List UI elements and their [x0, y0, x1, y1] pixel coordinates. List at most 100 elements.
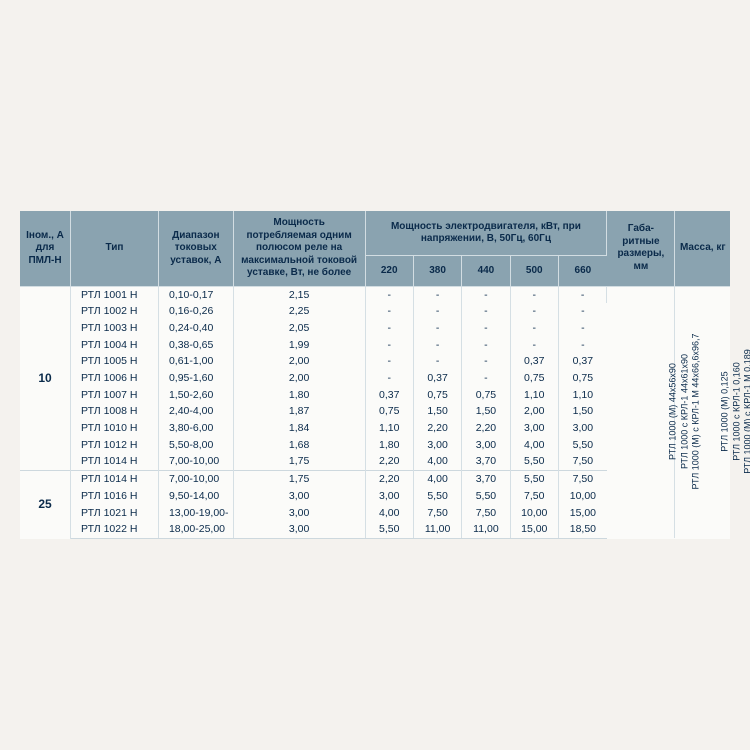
cell-v500: 5,50 [510, 453, 558, 470]
cell-v380: 0,37 [413, 370, 461, 387]
cell-power: 2,25 [233, 303, 365, 320]
cell-power: 3,00 [233, 505, 365, 522]
cell-v660: - [558, 320, 606, 337]
cell-v220: - [365, 286, 413, 303]
cell-v660: 0,37 [558, 353, 606, 370]
cell-type: РТЛ 1012 Н [71, 437, 159, 454]
cell-v440: 2,20 [462, 420, 510, 437]
cell-range: 0,38-0,65 [158, 337, 233, 354]
cell-v380: 11,00 [413, 521, 461, 538]
cell-v660: 1,10 [558, 387, 606, 404]
cell-v660: - [558, 337, 606, 354]
cell-type: РТЛ 1021 Н [71, 505, 159, 522]
cell-v660: 3,00 [558, 420, 606, 437]
cell-v500: - [510, 337, 558, 354]
cell-v380: - [413, 286, 461, 303]
cell-v440: 11,00 [462, 521, 510, 538]
cell-type: РТЛ 1008 Н [71, 403, 159, 420]
col-inom: Iном., А для ПМЛ-Н [20, 211, 71, 286]
cell-v380: 3,00 [413, 437, 461, 454]
cell-power: 1,75 [233, 471, 365, 488]
cell-v380: 1,50 [413, 403, 461, 420]
cell-type: РТЛ 1002 Н [71, 303, 159, 320]
cell-v220: - [365, 303, 413, 320]
cell-power: 2,05 [233, 320, 365, 337]
cell-range: 2,40-4,00 [158, 403, 233, 420]
col-220: 220 [365, 256, 413, 286]
cell-range: 1,50-2,60 [158, 387, 233, 404]
cell-v380: 4,00 [413, 453, 461, 470]
cell-v220: - [365, 370, 413, 387]
col-motor-group: Мощность электродвигателя, кВт, при напр… [365, 211, 607, 256]
cell-v380: 2,20 [413, 420, 461, 437]
col-range: Диапазон токовых уставок, А [158, 211, 233, 286]
dims-cell: РТЛ 1000 (М) 44х56х90РТЛ 1000 с КРЛ-1 44… [607, 286, 675, 538]
spec-sheet: Iном., А для ПМЛ-Н Тип Диапазон токовых … [20, 211, 730, 539]
cell-v440: 1,50 [462, 403, 510, 420]
cell-v440: - [462, 303, 510, 320]
cell-v440: 3,70 [462, 453, 510, 470]
col-dims: Габа- ритные размеры, мм [607, 211, 675, 286]
inom-cell: 25 [20, 471, 71, 539]
cell-v440: - [462, 353, 510, 370]
cell-power: 2,15 [233, 286, 365, 303]
cell-v380: 5,50 [413, 488, 461, 505]
cell-type: РТЛ 1004 Н [71, 337, 159, 354]
cell-v220: - [365, 337, 413, 354]
mass-text: РТЛ 1000 (М) 0,125РТЛ 1000 с КРЛ-1 0,160… [720, 350, 750, 475]
col-660: 660 [558, 256, 606, 286]
cell-v500: - [510, 303, 558, 320]
cell-power: 3,00 [233, 521, 365, 538]
cell-v500: 4,00 [510, 437, 558, 454]
cell-v660: - [558, 303, 606, 320]
inom-cell: 10 [20, 286, 71, 471]
cell-v660: 5,50 [558, 437, 606, 454]
cell-v220: 0,75 [365, 403, 413, 420]
cell-v220: - [365, 353, 413, 370]
cell-type: РТЛ 1003 Н [71, 320, 159, 337]
cell-v440: - [462, 286, 510, 303]
col-power: Мощность потребляемая одним полюсом реле… [233, 211, 365, 286]
cell-v440: 7,50 [462, 505, 510, 522]
spec-table: Iном., А для ПМЛ-Н Тип Диапазон токовых … [20, 211, 730, 539]
cell-type: РТЛ 1007 Н [71, 387, 159, 404]
cell-range: 18,00-25,00 [158, 521, 233, 538]
col-type: Тип [71, 211, 159, 286]
cell-v220: 5,50 [365, 521, 413, 538]
cell-type: РТЛ 1005 Н [71, 353, 159, 370]
col-440: 440 [462, 256, 510, 286]
cell-range: 7,00-10,00 [158, 471, 233, 488]
cell-v660: 1,50 [558, 403, 606, 420]
table-head: Iном., А для ПМЛ-Н Тип Диапазон токовых … [20, 211, 730, 286]
cell-v500: 0,37 [510, 353, 558, 370]
cell-v220: 3,00 [365, 488, 413, 505]
cell-type: РТЛ 1014 Н [71, 471, 159, 488]
cell-type: РТЛ 1016 Н [71, 488, 159, 505]
cell-power: 1,75 [233, 453, 365, 470]
cell-v660: 7,50 [558, 453, 606, 470]
cell-power: 2,00 [233, 353, 365, 370]
col-500: 500 [510, 256, 558, 286]
cell-v500: 15,00 [510, 521, 558, 538]
cell-power: 1,68 [233, 437, 365, 454]
dims-text: РТЛ 1000 (М) 44х56х90РТЛ 1000 с КРЛ-1 44… [668, 334, 703, 490]
cell-range: 5,50-8,00 [158, 437, 233, 454]
table-body: 10РТЛ 1001 Н0,10-0,172,15-----РТЛ 1000 (… [20, 286, 730, 538]
cell-power: 2,00 [233, 370, 365, 387]
cell-v220: 4,00 [365, 505, 413, 522]
cell-v220: 2,20 [365, 453, 413, 470]
cell-v660: 18,50 [558, 521, 606, 538]
cell-v220: 1,80 [365, 437, 413, 454]
cell-v440: 5,50 [462, 488, 510, 505]
cell-power: 1,87 [233, 403, 365, 420]
cell-v220: 2,20 [365, 471, 413, 488]
cell-type: РТЛ 1022 Н [71, 521, 159, 538]
cell-v220: 0,37 [365, 387, 413, 404]
cell-v440: 3,00 [462, 437, 510, 454]
cell-v500: 10,00 [510, 505, 558, 522]
cell-type: РТЛ 1010 Н [71, 420, 159, 437]
cell-range: 0,10-0,17 [158, 286, 233, 303]
cell-v440: 0,75 [462, 387, 510, 404]
cell-v500: 3,00 [510, 420, 558, 437]
cell-v660: - [558, 286, 606, 303]
